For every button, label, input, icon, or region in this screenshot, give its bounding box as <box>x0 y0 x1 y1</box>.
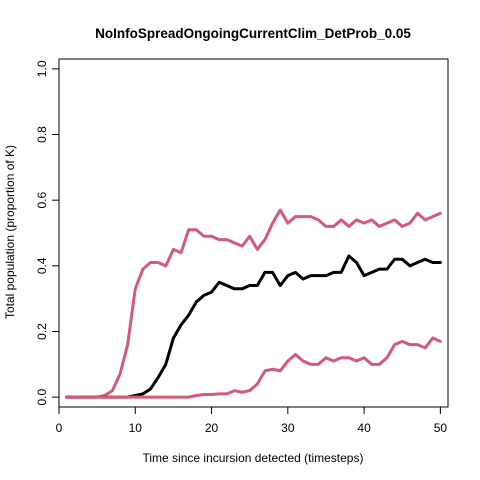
series-line-1 <box>65 208 442 399</box>
series-line-2 <box>65 254 442 399</box>
x-axis-label: Time since incursion detected (timesteps… <box>143 451 364 465</box>
y-tick-label: 1.0 <box>35 60 49 77</box>
y-tick-label: 0.2 <box>35 323 49 340</box>
y-tick-label: 0.6 <box>35 192 49 209</box>
x-tick-label: 0 <box>56 421 63 435</box>
series-line-3 <box>65 336 442 399</box>
x-tick-label: 10 <box>129 421 143 435</box>
y-axis-label: Total population (proportion of K) <box>3 145 17 319</box>
y-tick-label: 0.0 <box>35 388 49 405</box>
y-tick-label: 0.4 <box>35 257 49 274</box>
x-axis: 0 10 20 30 40 50 <box>56 406 448 435</box>
y-axis: 0.0 0.2 0.4 0.6 0.8 1.0 <box>35 60 60 405</box>
y-tick-label: 0.8 <box>35 126 49 143</box>
chart-title: NoInfoSpreadOngoingCurrentClim_DetProb_0… <box>95 26 411 41</box>
x-tick-label: 20 <box>205 421 219 435</box>
x-tick-label: 40 <box>357 421 371 435</box>
x-tick-label: 30 <box>281 421 295 435</box>
x-tick-label: 50 <box>434 421 448 435</box>
series-layer <box>65 208 442 399</box>
